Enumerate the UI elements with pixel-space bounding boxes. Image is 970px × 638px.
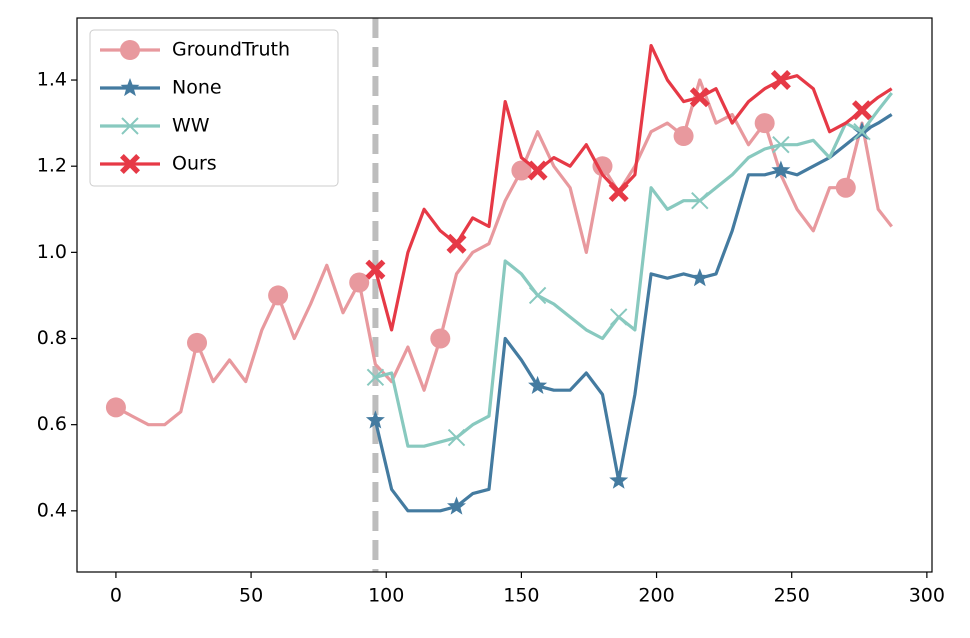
data-marker: [365, 259, 386, 280]
data-marker: [430, 328, 451, 349]
x-tick-label: 100: [368, 585, 404, 607]
legend-marker: [120, 78, 140, 97]
data-marker: [447, 428, 466, 447]
legend-marker: [120, 154, 140, 174]
data-marker: [268, 285, 289, 306]
data-marker: [365, 410, 385, 429]
legend-label: GroundTruth: [172, 39, 290, 61]
legend-label: None: [172, 77, 222, 99]
data-marker: [835, 177, 856, 198]
y-tick-label: 0.8: [37, 327, 67, 349]
data-marker: [608, 182, 629, 202]
data-marker: [770, 70, 791, 90]
legend-label: Ours: [172, 153, 217, 175]
data-marker: [754, 113, 775, 134]
data-marker: [187, 332, 208, 353]
legend-marker: [120, 40, 140, 60]
data-marker: [366, 368, 385, 386]
data-marker: [771, 160, 791, 179]
data-marker: [772, 135, 790, 154]
data-marker: [511, 160, 532, 181]
y-tick-label: 1.0: [37, 241, 67, 263]
data-marker: [609, 470, 629, 489]
x-tick-label: 0: [110, 585, 122, 607]
series-line: [373, 113, 893, 513]
data-marker: [528, 375, 548, 394]
x-tick-label: 150: [503, 585, 539, 607]
legend-box: [89, 29, 339, 187]
data-marker: [105, 397, 126, 418]
data-marker: [349, 272, 370, 293]
x-tick-label: 300: [909, 585, 945, 607]
y-tick-label: 1.4: [37, 69, 67, 91]
data-marker: [673, 126, 694, 147]
data-marker: [853, 123, 871, 141]
data-marker: [691, 191, 709, 210]
data-marker: [528, 286, 547, 305]
legend-marker: [121, 117, 139, 135]
data-marker: [447, 496, 466, 515]
y-tick-label: 0.4: [37, 499, 67, 521]
data-marker: [592, 156, 613, 177]
x-tick-label: 50: [239, 585, 263, 607]
data-marker: [852, 100, 872, 121]
legend-label: WW: [172, 115, 210, 137]
y-tick-label: 1.2: [37, 155, 67, 177]
y-tick-label: 0.6: [37, 413, 67, 435]
data-marker: [689, 87, 710, 108]
data-marker: [446, 233, 467, 254]
x-tick-label: 200: [638, 585, 674, 607]
data-marker: [609, 308, 628, 326]
x-tick-label: 250: [774, 585, 810, 607]
data-marker: [527, 160, 548, 181]
axes-frame: [76, 17, 933, 573]
data-marker: [690, 268, 710, 287]
